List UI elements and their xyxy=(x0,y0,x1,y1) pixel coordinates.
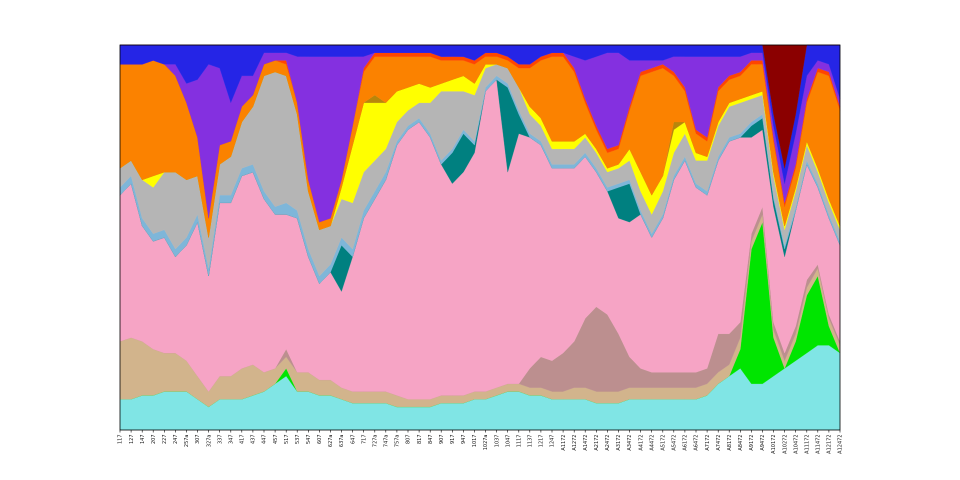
x-tick-label: 1017 xyxy=(472,435,478,448)
x-tick-label: A10472 xyxy=(793,435,799,454)
x-tick-label: A1272 xyxy=(572,435,578,451)
x-tick-label: 907 xyxy=(439,435,445,445)
x-tick-label: A10172 xyxy=(771,435,777,454)
x-tick-label: A9472 xyxy=(760,435,766,451)
x-tick-label: 517 xyxy=(284,435,290,445)
x-tick-label: 747a xyxy=(384,435,390,448)
x-tick-label: A1172 xyxy=(561,435,567,451)
x-tick-label: 607 xyxy=(317,435,323,445)
x-tick-label: 447 xyxy=(262,435,268,445)
x-tick-label: 417 xyxy=(240,435,246,445)
x-tick-label: 547 xyxy=(306,435,312,445)
x-tick-label: 817 xyxy=(417,435,423,445)
x-tick-label: 127 xyxy=(129,435,135,445)
x-tick-label: 917 xyxy=(450,435,456,445)
x-tick-label: 1027a xyxy=(483,435,489,451)
x-tick-label: 327a xyxy=(206,435,212,448)
x-tick-label: A4172 xyxy=(638,435,644,451)
x-tick-label: A4472 xyxy=(649,435,655,451)
x-tick-label: A9172 xyxy=(749,435,755,451)
x-tick-label: 1117 xyxy=(517,435,523,448)
x-tick-label: A2472 xyxy=(605,435,611,451)
x-tick-label: 117 xyxy=(118,435,124,445)
x-tick-label: 1037 xyxy=(494,435,500,448)
x-tick-label: 337 xyxy=(217,435,223,445)
x-tick-label: 947 xyxy=(461,435,467,445)
x-tick-label: 347 xyxy=(229,435,235,445)
x-tick-label: 207 xyxy=(151,435,157,445)
x-tick-label: A5472 xyxy=(672,435,678,451)
x-tick-label: 437 xyxy=(251,435,257,445)
x-tick-label: 1047 xyxy=(505,435,511,448)
x-tick-label: A11472 xyxy=(816,435,822,454)
x-tick-label: 627a xyxy=(328,435,334,448)
x-tick-label: A12172 xyxy=(827,435,833,454)
x-tick-label: A7172 xyxy=(705,435,711,451)
x-tick-label: 247 xyxy=(173,435,179,445)
x-tick-label: 1247 xyxy=(550,435,556,448)
x-tick-label: 147 xyxy=(140,435,146,445)
x-tick-label: 537 xyxy=(295,435,301,445)
x-tick-label: A7472 xyxy=(716,435,722,451)
x-axis-tick-labels: 117 127 147 207 227 247 257a 307 327a 337 347 417 43… xyxy=(118,435,844,454)
x-tick-label: 647 xyxy=(350,435,356,445)
x-tick-label: 717 xyxy=(361,435,367,445)
x-tick-label: 847 xyxy=(428,435,434,445)
x-tick-label: A6472 xyxy=(694,435,700,451)
x-tick-label: 307 xyxy=(195,435,201,445)
plot-border xyxy=(119,44,841,431)
x-tick-label: A3472 xyxy=(627,435,633,451)
x-tick-label: A12472 xyxy=(838,435,844,454)
x-tick-label: 227 xyxy=(162,435,168,445)
x-tick-label: 1217 xyxy=(539,435,545,448)
x-tick-label: A11172 xyxy=(805,435,811,454)
x-tick-label: A3172 xyxy=(616,435,622,451)
x-tick-label: A8472 xyxy=(738,435,744,451)
x-tick-label: A5172 xyxy=(661,435,667,451)
x-axis-ticks xyxy=(119,430,841,433)
x-tick-label: A2172 xyxy=(594,435,600,451)
x-tick-label: 727a xyxy=(373,435,379,448)
x-tick-label: 637a xyxy=(339,435,345,448)
plot-series xyxy=(119,44,841,431)
x-tick-label: A6172 xyxy=(683,435,689,451)
x-tick-label: A10272 xyxy=(782,435,788,454)
x-tick-label: 457 xyxy=(273,435,279,445)
x-tick-label: A1472 xyxy=(583,435,589,451)
x-tick-label: 1137 xyxy=(528,435,534,448)
x-tick-label: 807 xyxy=(406,435,412,445)
x-tick-label: A8172 xyxy=(727,435,733,451)
x-tick-label: 257a xyxy=(184,435,190,448)
x-tick-label: 757a xyxy=(395,435,401,448)
